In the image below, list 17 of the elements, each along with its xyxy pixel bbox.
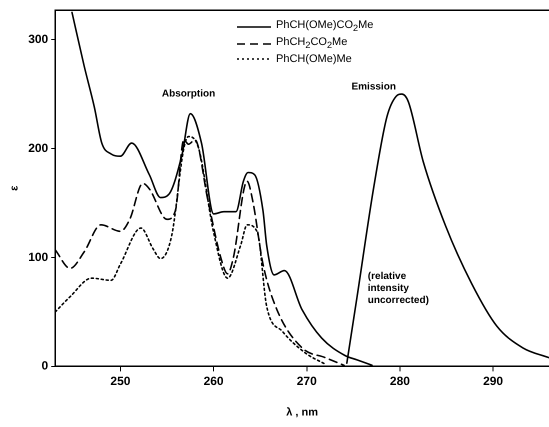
annotation: Absorption	[162, 88, 216, 100]
x-tick-label: 250	[110, 374, 131, 388]
y-tick-label: 200	[28, 140, 49, 155]
y-tick-label: 300	[28, 32, 49, 46]
x-axis-title: λ , nm	[286, 406, 318, 418]
legend-label: PhCH$_{2}$CO$_{2}$Me	[276, 35, 348, 52]
annotation: Emission	[351, 82, 396, 93]
y-tick-label: 0	[42, 358, 49, 373]
x-tick-label: 270	[296, 374, 318, 388]
x-tick-label: 290	[483, 374, 504, 388]
annotation: (relative intensity uncorrected)	[368, 270, 429, 306]
legend-label: PhCH(OMe)Me	[276, 52, 352, 66]
x-tick-label: 260	[204, 374, 224, 388]
x-tick-label: 280	[390, 374, 410, 388]
legend-label: PhCH(OMe)CO$_{2}$Me	[276, 18, 374, 36]
y-tick-label: 100	[28, 250, 49, 264]
y-axis-title: ε	[8, 184, 21, 191]
